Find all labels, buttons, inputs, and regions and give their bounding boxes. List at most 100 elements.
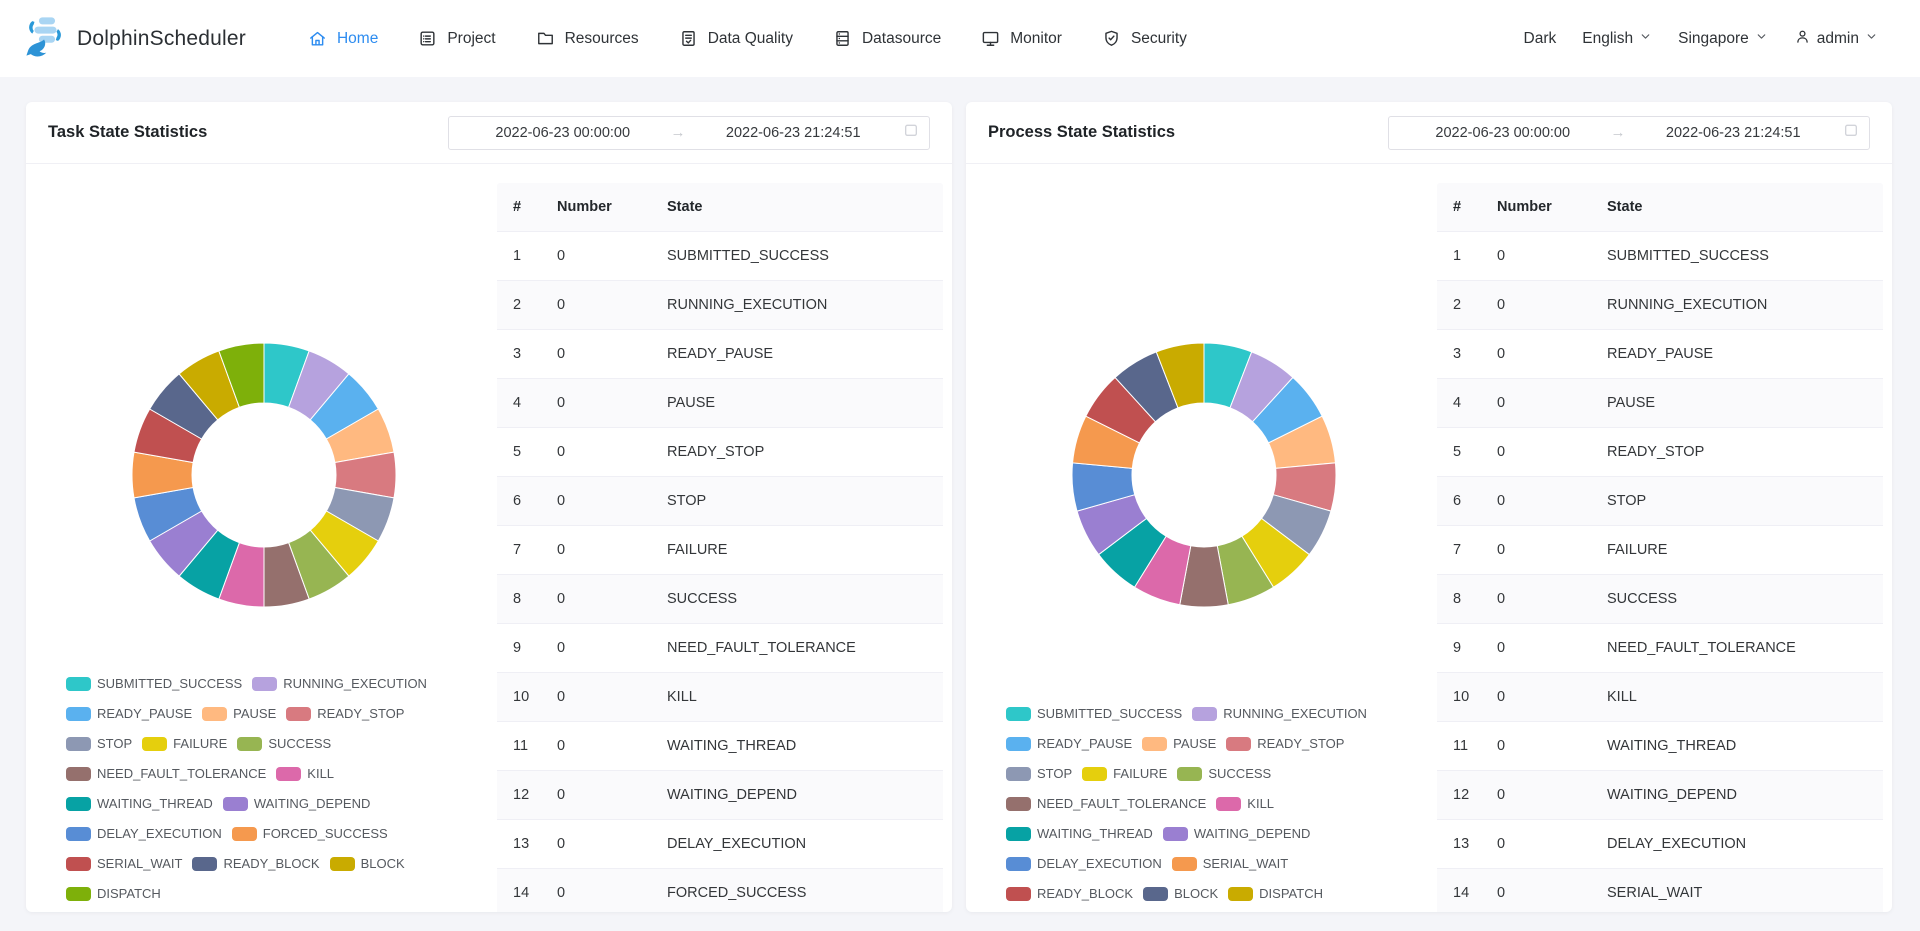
legend-swatch [1142,737,1167,751]
legend-label: BLOCK [361,856,405,871]
legend-item-stop[interactable]: STOP [66,733,132,754]
legend-swatch [66,857,91,871]
legend-item-running_execution[interactable]: RUNNING_EXECUTION [252,673,427,694]
number-cell: 0 [1485,624,1595,673]
legend-item-dispatch[interactable]: DISPATCH [1228,883,1323,904]
table-row: 10SUBMITTED_SUCCESS [497,232,943,281]
legend-item-need_fault_tolerance[interactable]: NEED_FAULT_TOLERANCE [1006,793,1206,814]
data-quality-icon [679,29,698,48]
legend-swatch [1226,737,1251,751]
row-index-cell: 9 [497,624,545,673]
legend-swatch [66,707,91,721]
legend-swatch [1006,827,1031,841]
legend-item-pause[interactable]: PAUSE [1142,733,1216,754]
dolphinscheduler-logo[interactable]: DolphinScheduler [22,13,246,65]
legend-item-submitted_success[interactable]: SUBMITTED_SUCCESS [1006,703,1182,724]
table-row: 130DELAY_EXECUTION [497,820,943,869]
legend-item-success[interactable]: SUCCESS [1177,763,1271,784]
chevron-down-icon [1639,30,1652,48]
legend-item-ready_block[interactable]: READY_BLOCK [1006,883,1133,904]
legend-item-stop[interactable]: STOP [1006,763,1072,784]
state-cell: STOP [1595,477,1883,526]
main-nav: Home Project Resources [308,29,1187,48]
legend-item-ready_pause[interactable]: READY_PAUSE [1006,733,1132,754]
state-cell: PAUSE [1595,379,1883,428]
legend-item-forced_success[interactable]: FORCED_SUCCESS [232,823,388,844]
legend-item-block[interactable]: BLOCK [330,853,405,874]
row-index-cell: 2 [497,281,545,330]
number-cell: 0 [1485,281,1595,330]
table-row: 140FORCED_SUCCESS [497,869,943,912]
legend-swatch [1216,797,1241,811]
nav-item-security[interactable]: Security [1102,29,1187,48]
task-state-donut-chart[interactable] [131,342,397,608]
state-cell: SUCCESS [1595,575,1883,624]
nav-item-home[interactable]: Home [308,29,378,48]
legend-label: DISPATCH [97,886,161,901]
theme-toggle-button[interactable]: Dark [1524,30,1557,48]
legend-item-ready_stop[interactable]: READY_STOP [1226,733,1344,754]
legend-item-waiting_depend[interactable]: WAITING_DEPEND [1163,823,1311,844]
process-state-donut-chart[interactable] [1071,342,1337,608]
legend-swatch [66,737,91,751]
date-range-picker[interactable]: 2022-06-23 00:00:00 → 2022-06-23 21:24:5… [448,116,930,150]
nav-item-data-quality[interactable]: Data Quality [679,29,793,48]
state-cell: PAUSE [655,379,943,428]
legend-swatch [1006,857,1031,871]
date-range-picker[interactable]: 2022-06-23 00:00:00 → 2022-06-23 21:24:5… [1388,116,1870,150]
legend-item-serial_wait[interactable]: SERIAL_WAIT [66,853,182,874]
legend-item-waiting_thread[interactable]: WAITING_THREAD [66,793,213,814]
table-row: 70FAILURE [497,526,943,575]
user-icon [1794,28,1811,50]
legend-item-ready_block[interactable]: READY_BLOCK [192,853,319,874]
table-row: 130DELAY_EXECUTION [1437,820,1883,869]
legend-item-serial_wait[interactable]: SERIAL_WAIT [1172,853,1288,874]
state-cell: STOP [655,477,943,526]
legend-swatch [66,797,91,811]
dolphin-logo-icon [22,13,69,65]
legend-item-delay_execution[interactable]: DELAY_EXECUTION [1006,853,1162,874]
legend-label: NEED_FAULT_TOLERANCE [1037,796,1206,811]
nav-item-datasource[interactable]: Datasource [833,29,941,48]
legend-swatch [1228,887,1253,901]
row-index-cell: 3 [1437,330,1485,379]
legend-item-block[interactable]: BLOCK [1143,883,1218,904]
legend-item-submitted_success[interactable]: SUBMITTED_SUCCESS [66,673,242,694]
timezone-select[interactable]: Singapore [1678,30,1768,48]
legend-item-success[interactable]: SUCCESS [237,733,331,754]
legend-item-waiting_depend[interactable]: WAITING_DEPEND [223,793,371,814]
column-header-number: Number [545,183,655,232]
user-menu[interactable]: admin [1794,28,1878,50]
legend-item-waiting_thread[interactable]: WAITING_THREAD [1006,823,1153,844]
start-date-value: 2022-06-23 00:00:00 [459,125,667,141]
legend-swatch [142,737,167,751]
legend-item-kill[interactable]: KILL [1216,793,1274,814]
nav-item-monitor[interactable]: Monitor [981,29,1062,48]
legend-item-ready_pause[interactable]: READY_PAUSE [66,703,192,724]
legend-item-ready_stop[interactable]: READY_STOP [286,703,404,724]
number-cell: 0 [1485,722,1595,771]
state-cell: NEED_FAULT_TOLERANCE [655,624,943,673]
legend-item-dispatch[interactable]: DISPATCH [66,883,161,904]
table-row: 120WAITING_DEPEND [1437,771,1883,820]
nav-item-project[interactable]: Project [418,29,495,48]
table-row: 40PAUSE [497,379,943,428]
legend-item-kill[interactable]: KILL [276,763,334,784]
legend-item-need_fault_tolerance[interactable]: NEED_FAULT_TOLERANCE [66,763,266,784]
legend-swatch [1006,707,1031,721]
legend-item-running_execution[interactable]: RUNNING_EXECUTION [1192,703,1367,724]
arrow-right-icon: → [1607,124,1630,141]
nav-item-resources[interactable]: Resources [536,29,639,48]
legend-item-failure[interactable]: FAILURE [1082,763,1167,784]
task-state-panel: Task State Statistics 2022-06-23 00:00:0… [26,102,952,912]
legend-item-pause[interactable]: PAUSE [202,703,276,724]
legend-label: SERIAL_WAIT [97,856,182,871]
legend-label: WAITING_THREAD [97,796,213,811]
number-cell: 0 [545,428,655,477]
table-row: 20RUNNING_EXECUTION [497,281,943,330]
legend-item-failure[interactable]: FAILURE [142,733,227,754]
legend-item-delay_execution[interactable]: DELAY_EXECUTION [66,823,222,844]
row-index-cell: 12 [1437,771,1485,820]
table-row: 140SERIAL_WAIT [1437,869,1883,912]
language-select[interactable]: English [1582,30,1652,48]
